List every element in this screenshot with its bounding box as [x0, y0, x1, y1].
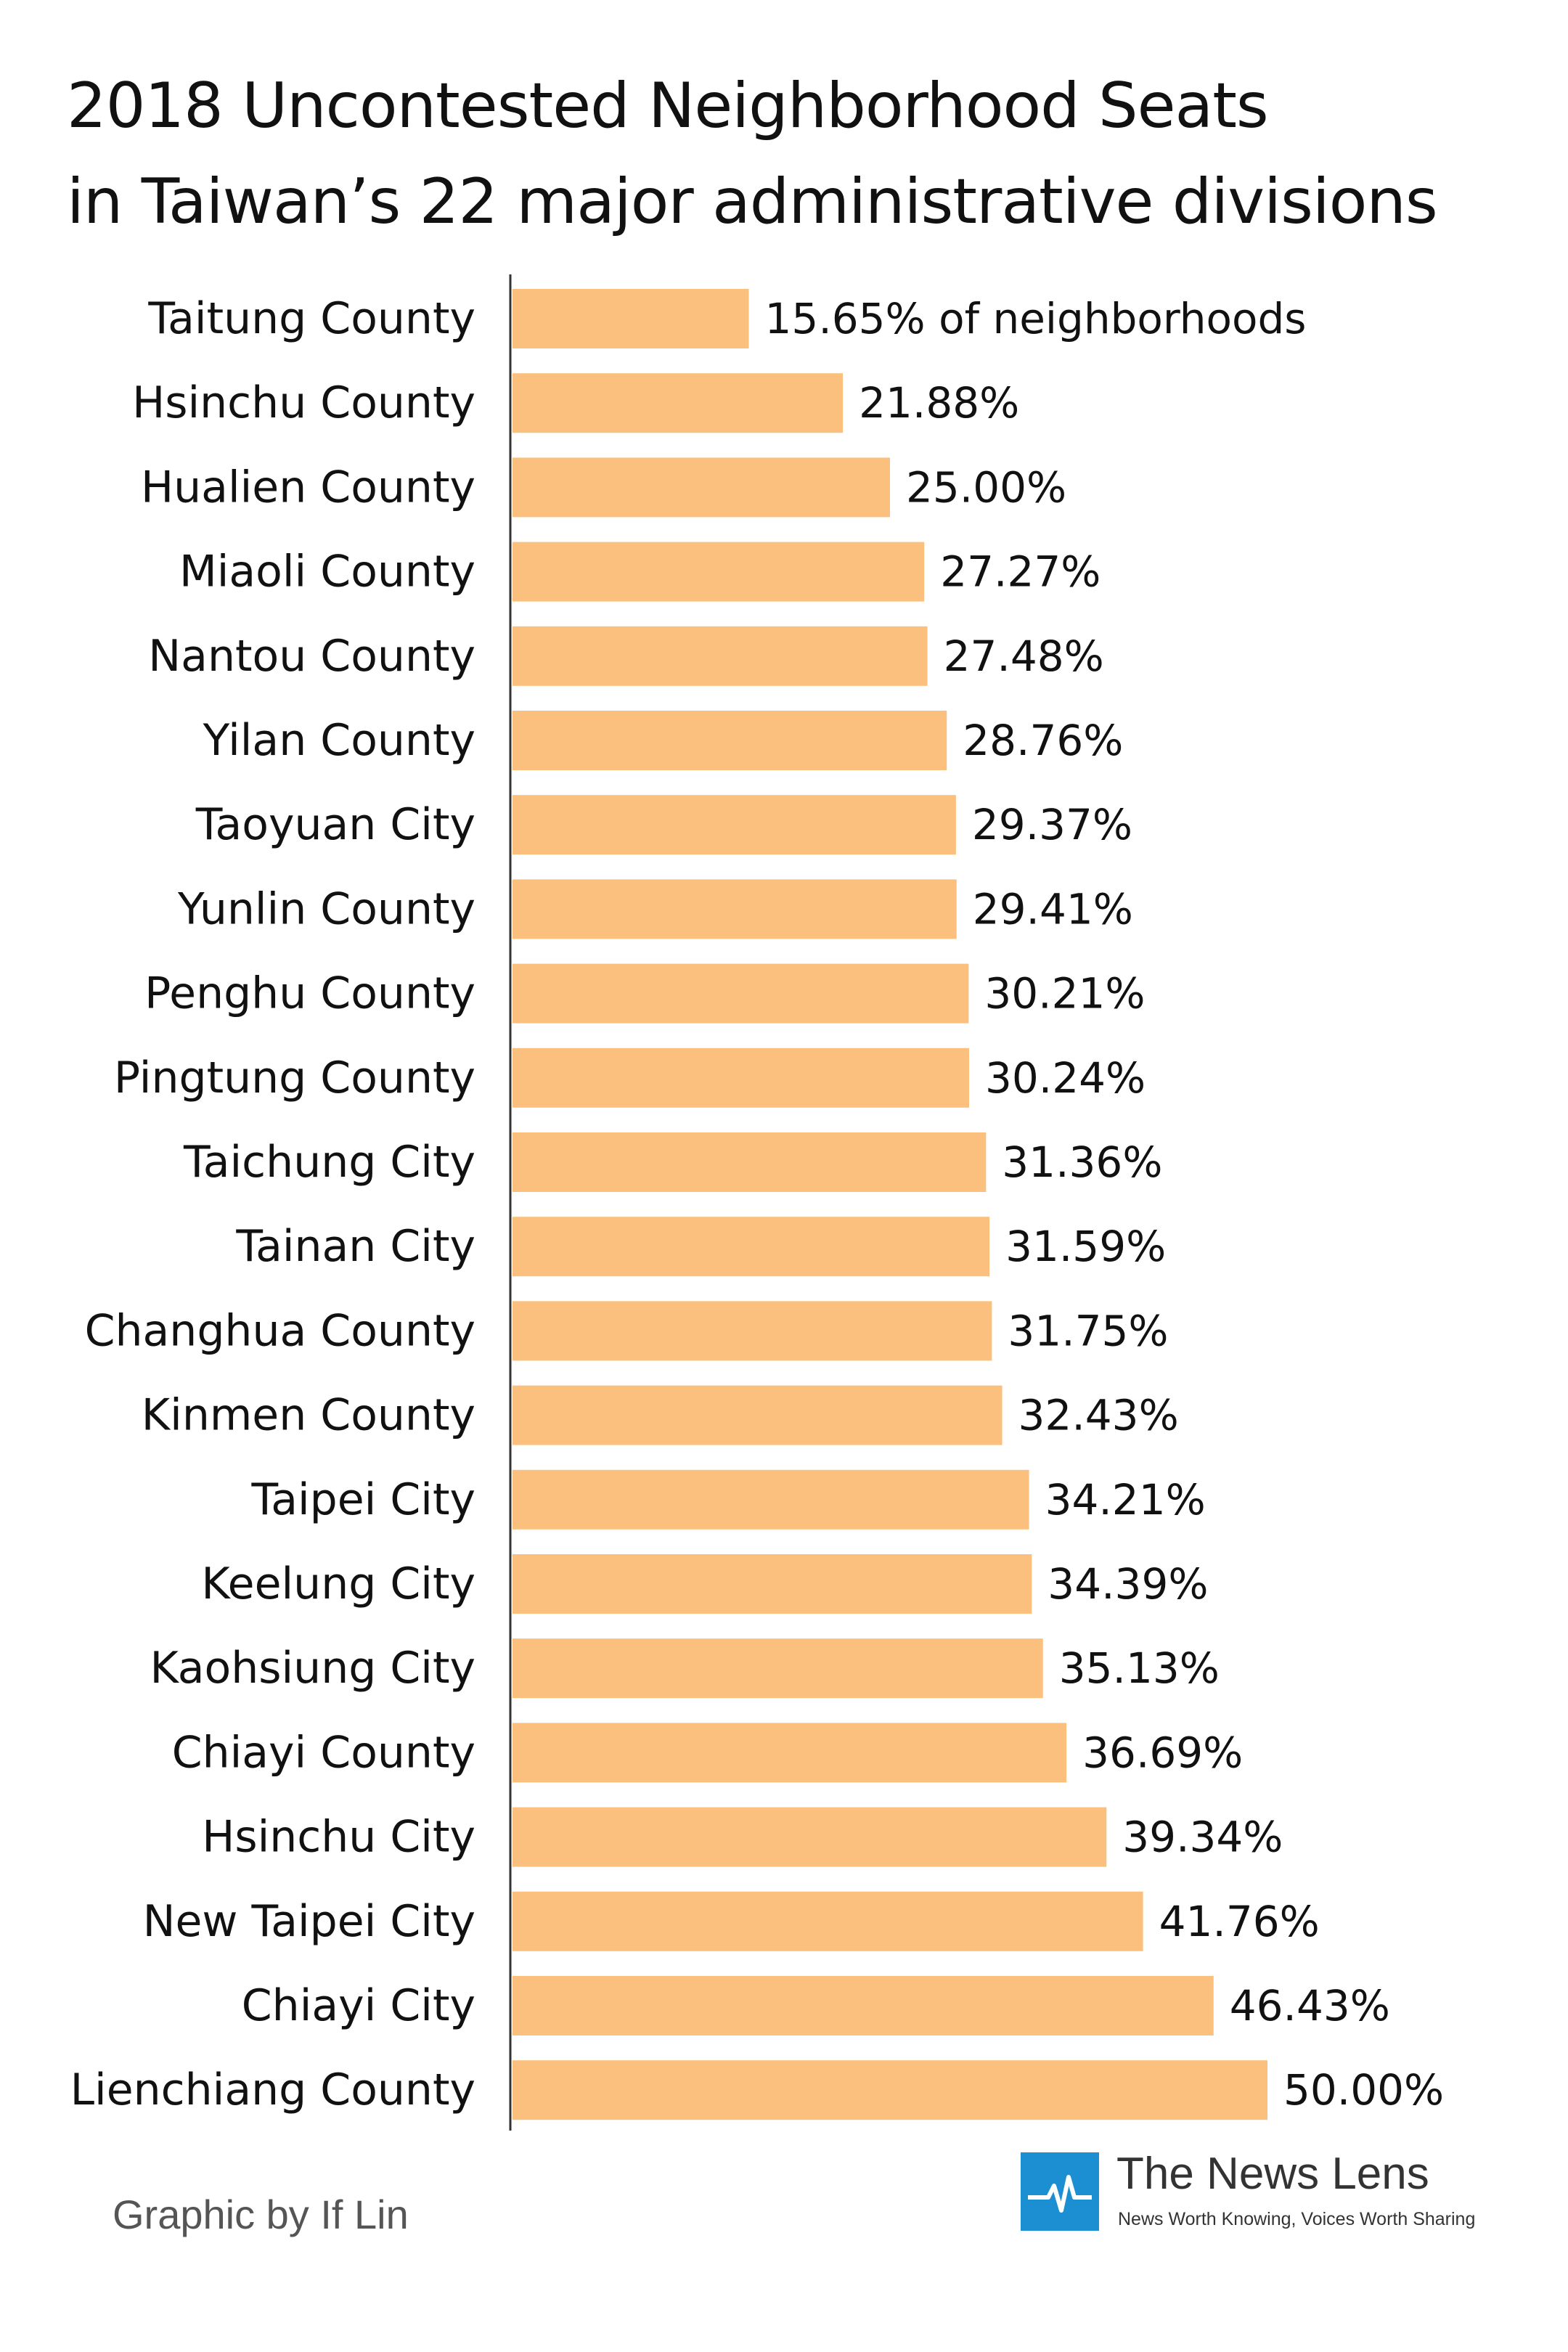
value-label: 34.21%	[1045, 1475, 1206, 1524]
category-label: Yunlin County	[177, 883, 475, 934]
category-label: Tainan City	[235, 1221, 475, 1272]
value-label: 29.37%	[972, 800, 1132, 849]
bars-layer	[513, 289, 1267, 2120]
bar	[513, 373, 844, 433]
value-label: 25.00%	[906, 462, 1066, 512]
bar	[513, 1048, 969, 1108]
bar	[513, 1217, 990, 1277]
bar	[513, 1807, 1107, 1867]
value-label: 31.36%	[1002, 1138, 1162, 1187]
bar	[513, 1723, 1067, 1783]
bar	[513, 1891, 1143, 1951]
bar	[513, 1469, 1029, 1530]
category-label: Chiayi County	[172, 1727, 475, 1778]
category-label: Taoyuan City	[195, 799, 475, 850]
value-label: 35.13%	[1059, 1643, 1220, 1693]
category-label: Kinmen County	[142, 1390, 475, 1441]
bar	[513, 626, 928, 686]
labels-layer: Taitung County 15.65% of neighborhoods Hsi…	[70, 293, 1445, 2115]
bar	[513, 1638, 1043, 1699]
category-label: Pingtung County	[114, 1053, 475, 1103]
title-line-2: in Taiwan’s 22 major administrative divi…	[67, 166, 1438, 238]
bar	[513, 542, 925, 602]
category-label: Yilan County	[203, 715, 475, 766]
value-label: 21.88%	[859, 378, 1019, 428]
category-label: Taichung City	[183, 1137, 475, 1188]
value-label: 28.76%	[963, 716, 1123, 765]
bar	[513, 1132, 987, 1192]
bar	[513, 2060, 1267, 2120]
value-label: 32.43%	[1018, 1391, 1179, 1440]
value-label: 50.00%	[1283, 2065, 1444, 2115]
value-label: 31.59%	[1005, 1222, 1166, 1271]
bar-chart: Taitung County 15.65% of neighborhoods Hsi…	[70, 274, 1445, 2131]
category-label: New Taipei City	[143, 1896, 475, 1947]
bar	[513, 1554, 1032, 1614]
value-label: 31.75%	[1008, 1306, 1168, 1355]
value-label: 36.69%	[1082, 1728, 1243, 1777]
value-label: 46.43%	[1230, 1981, 1390, 2030]
title-line-1: 2018 Uncontested Neighborhood Seats	[67, 70, 1269, 142]
bar	[513, 795, 956, 855]
bar	[513, 711, 947, 770]
bar	[513, 879, 957, 939]
category-label: Hsinchu County	[132, 377, 475, 428]
value-label: 30.24%	[985, 1053, 1146, 1103]
category-label: Lienchiang County	[70, 2065, 475, 2115]
value-label: 30.21%	[984, 969, 1145, 1018]
value-label: 15.65% of neighborhoods	[765, 294, 1307, 343]
value-label: 27.48%	[944, 632, 1104, 681]
brand-logo: The News Lens News Worth Knowing, Voices…	[1021, 2149, 1543, 2239]
category-label: Chiayi City	[242, 1980, 475, 2031]
bar	[513, 1301, 992, 1361]
category-label: Hualien County	[141, 462, 475, 513]
chart-title: 2018 Uncontested Neighborhood Seats in T…	[67, 58, 1548, 250]
category-label: Keelung City	[201, 1559, 475, 1609]
value-label: 27.27%	[940, 547, 1101, 597]
category-label: Miaoli County	[179, 547, 475, 597]
category-label: Taitung County	[147, 293, 475, 344]
value-label: 41.76%	[1159, 1897, 1320, 1946]
value-label: 39.34%	[1122, 1813, 1283, 1862]
category-label: Hsinchu City	[202, 1812, 475, 1863]
bar	[513, 289, 749, 348]
news-lens-logo-icon	[1021, 2152, 1099, 2231]
bar	[513, 1385, 1003, 1445]
category-label: Changhua County	[85, 1305, 475, 1356]
bar	[513, 1976, 1214, 2035]
category-label: Taipei City	[251, 1474, 476, 1525]
graphic-credit: Graphic by If Lin	[113, 2192, 409, 2237]
bar	[513, 457, 890, 518]
brand-tagline: News Worth Knowing, Voices Worth Sharing	[1118, 2209, 1476, 2229]
value-label: 29.41%	[973, 884, 1133, 934]
bar	[513, 963, 969, 1024]
category-label: Penghu County	[144, 968, 475, 1019]
category-label: Kaohsiung City	[150, 1643, 475, 1694]
category-label: Nantou County	[148, 631, 475, 682]
value-label: 34.39%	[1048, 1559, 1208, 1609]
brand-name: The News Lens	[1116, 2149, 1429, 2199]
